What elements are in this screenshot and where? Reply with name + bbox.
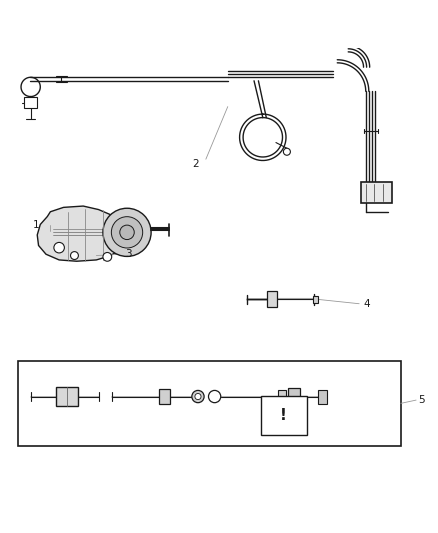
- Circle shape: [103, 208, 151, 256]
- Bar: [318, 390, 327, 403]
- Bar: [288, 388, 300, 405]
- Circle shape: [54, 243, 64, 253]
- Bar: [24, 97, 37, 108]
- Text: 2: 2: [193, 159, 199, 168]
- Text: !: !: [280, 408, 287, 423]
- Circle shape: [71, 252, 78, 260]
- Text: 1: 1: [33, 220, 39, 230]
- Bar: [313, 296, 318, 303]
- Text: 4: 4: [364, 298, 370, 309]
- Bar: [159, 389, 170, 405]
- Bar: [267, 292, 277, 307]
- Circle shape: [120, 225, 134, 239]
- Circle shape: [283, 148, 290, 155]
- Bar: [261, 395, 307, 435]
- Bar: [278, 390, 286, 403]
- Bar: [361, 182, 392, 203]
- Text: 5: 5: [418, 395, 425, 405]
- Circle shape: [208, 390, 221, 402]
- Bar: [18, 361, 401, 446]
- Polygon shape: [37, 206, 129, 261]
- Text: 3: 3: [125, 249, 131, 259]
- Bar: [56, 387, 78, 406]
- Circle shape: [192, 390, 204, 402]
- Circle shape: [111, 217, 143, 248]
- Circle shape: [195, 393, 201, 400]
- Circle shape: [103, 253, 112, 261]
